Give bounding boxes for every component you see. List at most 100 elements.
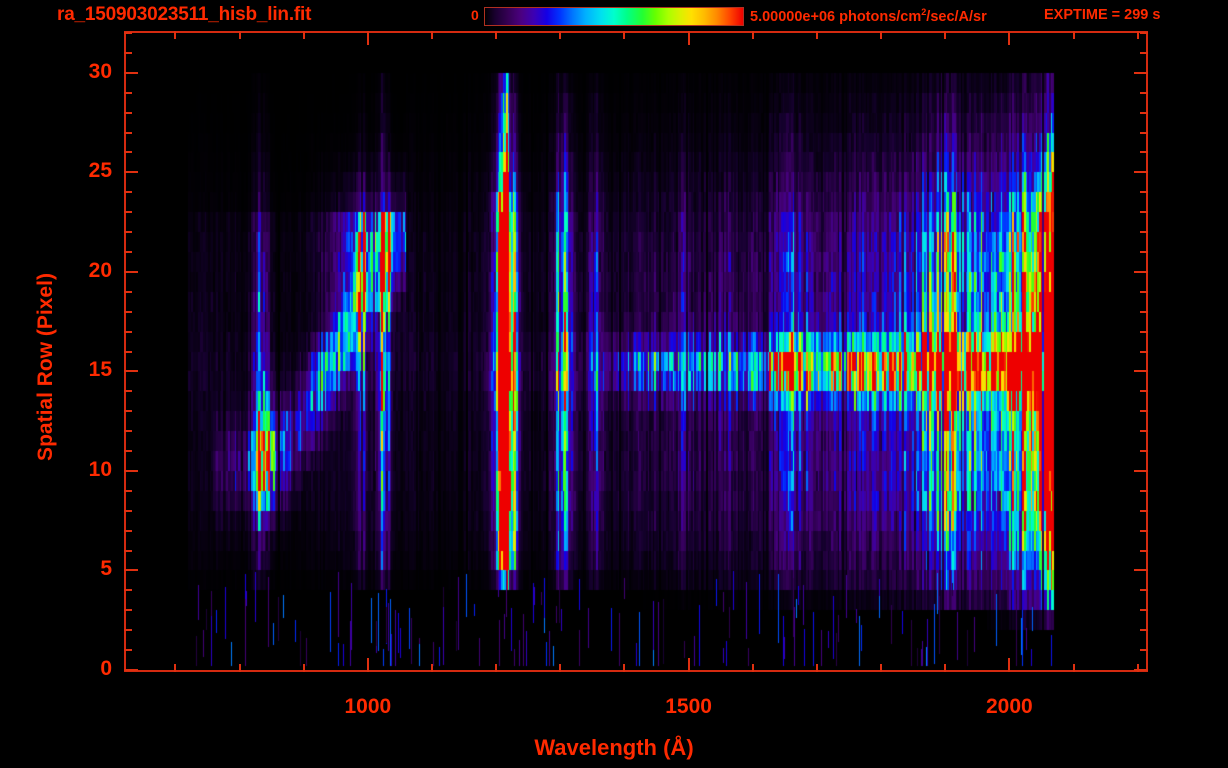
colorbar-max-exponent: 2	[921, 7, 927, 17]
x-tick-label: 1500	[665, 695, 712, 718]
y-tick	[124, 470, 138, 472]
x-tick-top	[174, 31, 176, 39]
plot-frame	[124, 31, 1148, 672]
y-tick-right	[1134, 370, 1148, 372]
y-tick-right	[1140, 311, 1148, 313]
y-tick-right	[1140, 231, 1148, 233]
y-tick-right	[1134, 171, 1148, 173]
y-tick-right	[1134, 669, 1148, 671]
y-tick	[124, 211, 132, 213]
colorbar-max-suffix: /sec/A/sr	[926, 8, 987, 25]
y-tick	[124, 92, 132, 94]
y-tick-label: 15	[88, 358, 112, 382]
y-tick-label: 10	[88, 457, 112, 481]
x-tick	[623, 664, 625, 672]
y-tick-right	[1134, 72, 1148, 74]
x-tick-top	[495, 31, 497, 39]
colorbar-min-label: 0	[471, 7, 479, 23]
x-tick	[1137, 664, 1139, 672]
x-tick	[752, 664, 754, 672]
y-tick-right	[1140, 331, 1148, 333]
y-tick-right	[1134, 569, 1148, 571]
y-tick-right	[1140, 410, 1148, 412]
y-tick	[124, 311, 132, 313]
y-tick-right	[1134, 470, 1148, 472]
y-tick	[124, 132, 132, 134]
y-tick	[124, 510, 132, 512]
y-tick-right	[1140, 490, 1148, 492]
x-tick	[174, 664, 176, 672]
y-tick	[124, 609, 132, 611]
y-tick	[124, 390, 132, 392]
x-tick	[367, 658, 369, 672]
y-tick	[124, 490, 132, 492]
x-tick-top	[1073, 31, 1075, 39]
x-tick-top	[623, 31, 625, 39]
y-tick-right	[1140, 510, 1148, 512]
y-tick-right	[1140, 351, 1148, 353]
y-tick	[124, 291, 132, 293]
page-title: ra_150903023511_hisb_lin.fit	[57, 4, 312, 25]
y-tick-label: 20	[88, 258, 112, 282]
x-tick-top	[752, 31, 754, 39]
y-tick-right	[1140, 629, 1148, 631]
y-tick	[124, 669, 138, 671]
y-tick-right	[1140, 191, 1148, 193]
y-tick-right	[1140, 609, 1148, 611]
y-tick-right	[1140, 92, 1148, 94]
y-tick	[124, 370, 138, 372]
x-tick	[944, 664, 946, 672]
x-tick	[303, 664, 305, 672]
y-tick	[124, 649, 132, 651]
y-tick-right	[1140, 550, 1148, 552]
x-tick	[880, 664, 882, 672]
y-tick-right	[1140, 390, 1148, 392]
x-tick-top	[303, 31, 305, 39]
y-tick-label: 25	[88, 159, 112, 183]
x-tick-top	[1137, 31, 1139, 39]
colorbar-max-mantissa: 5.00000e+06 photons/cm	[750, 8, 922, 25]
x-tick	[559, 664, 561, 672]
x-tick-top	[1008, 31, 1010, 45]
x-tick	[688, 658, 690, 672]
y-tick-label: 30	[88, 59, 112, 83]
y-tick	[124, 52, 132, 54]
x-tick	[1073, 664, 1075, 672]
x-tick-top	[431, 31, 433, 39]
y-tick-right	[1140, 450, 1148, 452]
y-tick	[124, 151, 132, 153]
colorbar	[484, 7, 744, 26]
x-tick-label: 2000	[985, 695, 1033, 718]
y-tick-label: 5	[100, 557, 112, 581]
y-tick	[124, 410, 132, 412]
y-tick-right	[1140, 151, 1148, 153]
y-tick-label: 0	[100, 657, 112, 680]
x-tick-top	[367, 31, 369, 45]
y-tick	[124, 72, 138, 74]
x-axis-title: Wavelength (Å)	[534, 735, 694, 760]
x-tick-top	[559, 31, 561, 39]
x-tick	[431, 664, 433, 672]
y-tick-right	[1140, 32, 1148, 34]
y-tick	[124, 271, 138, 273]
x-tick-top	[880, 31, 882, 39]
y-tick-right	[1140, 430, 1148, 432]
y-tick	[124, 231, 132, 233]
y-tick-right	[1140, 132, 1148, 134]
exptime-label: EXPTIME = 299 s	[1044, 7, 1161, 23]
y-tick-right	[1140, 112, 1148, 114]
y-tick	[124, 530, 132, 532]
x-tick	[1008, 658, 1010, 672]
y-tick	[124, 251, 132, 253]
y-tick-right	[1140, 530, 1148, 532]
y-tick	[124, 629, 132, 631]
y-tick	[124, 32, 132, 34]
x-tick-top	[816, 31, 818, 39]
y-tick-right	[1140, 251, 1148, 253]
y-tick	[124, 569, 138, 571]
y-tick-right	[1140, 649, 1148, 651]
y-tick	[124, 351, 132, 353]
y-tick-right	[1134, 271, 1148, 273]
x-tick-top	[944, 31, 946, 39]
y-tick	[124, 171, 138, 173]
